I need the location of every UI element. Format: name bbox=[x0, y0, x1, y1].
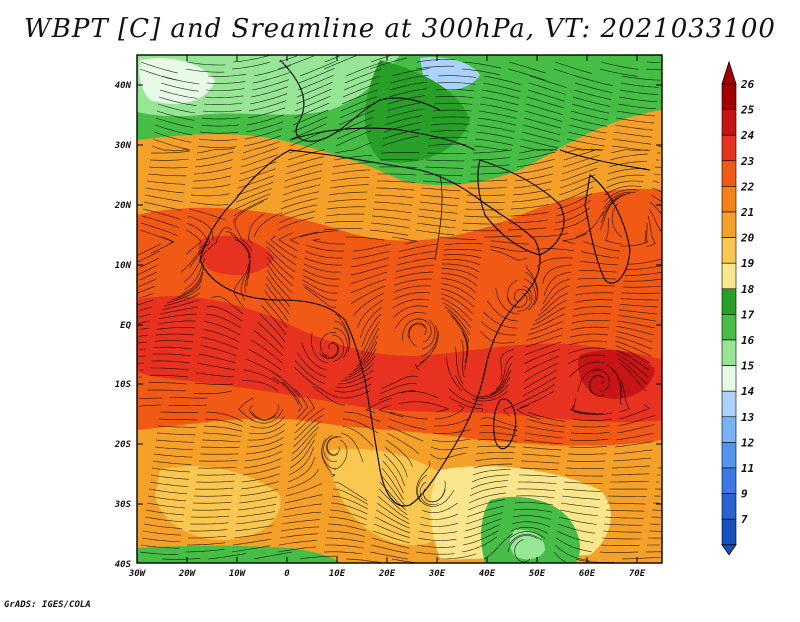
mediterranean-coast bbox=[289, 127, 476, 151]
colorbar-swatch bbox=[721, 134, 737, 162]
wbpt-field bbox=[137, 55, 662, 563]
colorbar-label: 14 bbox=[741, 385, 755, 398]
colorbar-swatch bbox=[721, 467, 737, 494]
colorbar-swatch bbox=[721, 237, 737, 264]
arabia-outline bbox=[477, 159, 565, 256]
colorbar-label: 17 bbox=[741, 308, 755, 321]
field-southwest-green bbox=[137, 545, 340, 563]
lon-label: 20W bbox=[178, 569, 197, 579]
colorbar-arrow-bottom bbox=[721, 544, 737, 556]
coastlines bbox=[199, 59, 651, 507]
colorbar: 26 25 24 23 22 21 20 19 18 17 16 15 14 13 12 11 9 7 bbox=[721, 60, 755, 556]
axis-ticks bbox=[136, 55, 662, 564]
lon-label: 40E bbox=[479, 569, 496, 579]
lon-label: 60E bbox=[579, 569, 596, 579]
field-hot-core-sahel bbox=[198, 236, 275, 276]
india-outline bbox=[584, 174, 631, 284]
europe-coast bbox=[279, 59, 441, 142]
colorbar-swatch bbox=[721, 160, 737, 187]
colorbar-label: 25 bbox=[740, 104, 755, 117]
colorbar-label: 24 bbox=[740, 129, 755, 142]
colorbar-swatch bbox=[721, 262, 737, 290]
colorbar-swatch bbox=[721, 211, 737, 238]
colorbar-label: 7 bbox=[741, 513, 748, 526]
chart-title: WBPT [C] and Sreamline at 300hPa, VT: 20… bbox=[24, 14, 776, 44]
field-north-green2 bbox=[365, 60, 470, 163]
grads-credit: GrADS: IGES/COLA bbox=[4, 600, 91, 610]
colorbar-swatch bbox=[721, 186, 737, 213]
colorbar-label: 18 bbox=[741, 283, 755, 296]
colorbar-swatch bbox=[721, 339, 737, 366]
colorbar-swatch bbox=[721, 314, 737, 341]
lat-label: 10N bbox=[115, 261, 132, 271]
lat-label: 30S bbox=[114, 500, 132, 510]
colorbar-swatch bbox=[721, 83, 737, 110]
field-tropical-deep bbox=[137, 296, 662, 423]
lon-label: 0 bbox=[284, 569, 290, 579]
field-south-green bbox=[481, 496, 580, 563]
lon-label: 30E bbox=[428, 569, 446, 579]
lat-label: 20N bbox=[114, 201, 132, 211]
river-nile bbox=[434, 174, 443, 261]
colorbar-label: 23 bbox=[740, 155, 755, 168]
lon-label: 20E bbox=[378, 569, 396, 579]
lat-label: 40S bbox=[115, 560, 132, 570]
lat-label: 10S bbox=[115, 380, 132, 390]
lon-label: 70E bbox=[629, 569, 646, 579]
madagascar-outline bbox=[493, 398, 517, 450]
lat-labels: 40N 30N 20N 10N EQ 10S 20S 30S 40S bbox=[114, 81, 132, 570]
lon-label: 50E bbox=[529, 569, 546, 579]
colorbar-label: 26 bbox=[740, 78, 755, 91]
colorbar-label: 22 bbox=[740, 180, 755, 193]
colorbar-swatch bbox=[721, 390, 737, 418]
colorbar-label: 15 bbox=[741, 360, 755, 373]
lat-label: EQ bbox=[120, 321, 131, 331]
colorbar-label: 16 bbox=[741, 334, 755, 347]
colorbar-label: 11 bbox=[741, 462, 754, 475]
colorbar-label: 12 bbox=[741, 436, 755, 449]
africa-outline bbox=[199, 149, 541, 507]
colorbar-swatch bbox=[721, 288, 737, 315]
colorbar-swatch bbox=[721, 493, 737, 520]
colorbar-label: 19 bbox=[741, 257, 755, 270]
colorbar-label: 20 bbox=[740, 232, 755, 245]
lon-labels: 30W 20W 10W 0 10E 20E 30E 40E 50E 60E 70… bbox=[128, 569, 646, 579]
colorbar-label: 21 bbox=[740, 206, 754, 219]
lon-label: 30W bbox=[128, 569, 147, 579]
field-south-yellow-w bbox=[155, 466, 281, 540]
lon-label: 10W bbox=[229, 569, 247, 579]
colorbar-swatch bbox=[721, 109, 737, 136]
colorbar-swatch bbox=[721, 416, 737, 443]
colorbar-arrow-top bbox=[721, 60, 737, 85]
colorbar-swatch bbox=[721, 365, 737, 392]
colorbar-label: 13 bbox=[741, 411, 755, 424]
asia-coast bbox=[559, 149, 651, 171]
field-north-paleblue bbox=[139, 58, 215, 104]
colorbar-label: 9 bbox=[741, 488, 748, 501]
lat-label: 20S bbox=[114, 440, 132, 450]
colorbar-swatch bbox=[721, 518, 737, 546]
lat-label: 30N bbox=[114, 141, 132, 151]
lat-label: 40N bbox=[115, 81, 132, 91]
map-frame bbox=[136, 54, 663, 564]
lon-label: 10E bbox=[329, 569, 346, 579]
colorbar-swatch bbox=[721, 442, 737, 469]
